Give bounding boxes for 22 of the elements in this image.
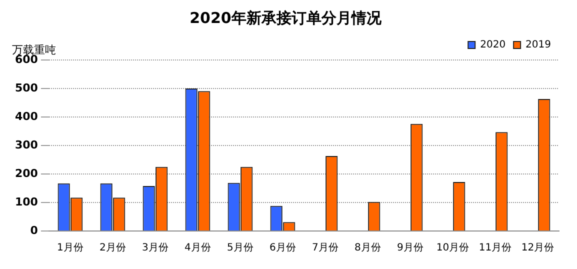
x-tick-label: 5月份 [227,242,254,254]
y-tick-label: 500 [14,81,38,94]
x-tick-label: 1月份 [57,242,84,254]
x-tick-label: 8月份 [354,242,381,254]
y-tick-label: 100 [14,195,38,208]
x-tick-label: 3月份 [142,242,168,254]
x-tick-label: 10月份 [436,242,470,254]
x-tick-label: 4月份 [184,242,211,254]
chart-title: 2020年新承接订单分月情况 [190,8,382,27]
y-tick-label: 400 [14,110,38,123]
legend-label: 2020 [480,40,506,51]
legend-label: 2019 [526,40,552,51]
x-tick-label: 6月份 [270,242,296,254]
y-tick-label: 200 [14,166,38,180]
y-tick-label: 0 [30,224,38,237]
y-axis-title: 万载重吨 [12,43,56,56]
y-tick-label: 300 [14,138,38,152]
x-tick-label: 2月份 [100,242,126,254]
x-tick-label: 12月份 [521,242,554,254]
x-tick-label: 9月份 [397,242,424,254]
x-tick-label: 11月份 [478,242,512,254]
x-tick-label: 7月份 [312,242,338,254]
